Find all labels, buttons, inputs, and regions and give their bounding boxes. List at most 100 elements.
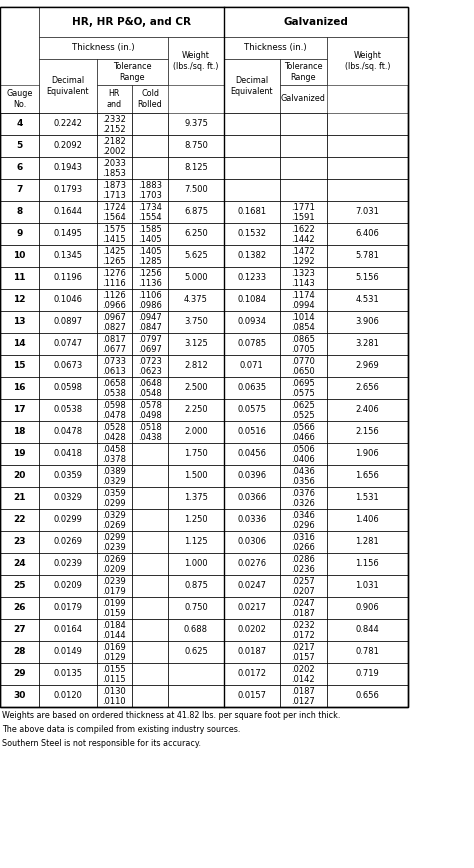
Text: 0.0478: 0.0478 [53,427,82,437]
Bar [280,333,327,355]
Text: 0.844: 0.844 [356,626,379,635]
Text: 0.0306: 0.0306 [237,537,266,547]
Bar [0,663,39,685]
Bar [168,267,224,289]
Text: 1.750: 1.750 [184,450,208,458]
Bar [0,201,39,223]
Bar [97,597,132,619]
Bar [39,487,97,509]
Bar [39,311,97,333]
Text: 1.500: 1.500 [184,471,208,481]
Text: .0697: .0697 [138,345,162,354]
Text: 0.750: 0.750 [184,603,208,613]
Text: 27: 27 [13,626,26,635]
Bar [132,85,168,113]
Text: 4.375: 4.375 [184,295,208,305]
Bar [224,399,280,421]
Text: 0.1644: 0.1644 [53,207,82,216]
Text: .0438: .0438 [138,433,162,442]
Text: .0356: .0356 [292,477,315,486]
Bar [132,245,168,267]
Bar [280,289,327,311]
Bar [327,113,408,135]
Bar [39,685,97,707]
Bar [132,553,168,575]
Bar [280,59,327,85]
Text: .0266: .0266 [292,543,315,552]
Text: .1174: .1174 [292,291,315,299]
Bar [39,59,97,113]
Bar [132,443,168,465]
Text: .0967: .0967 [102,312,126,322]
Text: .0346: .0346 [292,510,315,520]
Bar [39,157,97,179]
Text: 0.0538: 0.0538 [53,405,82,414]
Text: 0.0747: 0.0747 [53,339,82,348]
Bar [224,289,280,311]
Bar [224,509,280,531]
Text: .0538: .0538 [102,389,126,398]
Bar [168,487,224,509]
Text: 0.0209: 0.0209 [54,582,82,590]
Text: .0286: .0286 [292,555,315,563]
Text: 3.906: 3.906 [356,318,379,326]
Bar [280,377,327,399]
Text: .0207: .0207 [292,587,315,596]
Bar [224,59,280,113]
Bar [168,663,224,685]
Text: Thickness (in.): Thickness (in.) [72,43,135,52]
Text: 0.0366: 0.0366 [237,493,266,503]
Bar [39,377,97,399]
Text: 15: 15 [13,361,26,371]
Text: HR, HR P&O, and CR: HR, HR P&O, and CR [72,17,191,27]
Text: 2.156: 2.156 [356,427,379,437]
Bar [97,399,132,421]
Bar [224,619,280,641]
Text: .0247: .0247 [292,599,315,608]
Text: 28: 28 [13,648,26,656]
Text: 0.0202: 0.0202 [237,626,266,635]
Text: 0.688: 0.688 [184,626,208,635]
Text: The above data is compiled from existing industry sources.: The above data is compiled from existing… [2,725,241,734]
Text: .0299: .0299 [102,533,126,542]
Bar [168,553,224,575]
Bar [168,641,224,663]
Text: .1405: .1405 [138,235,162,244]
Text: .0797: .0797 [138,334,162,344]
Text: .0359: .0359 [102,489,126,497]
Text: 12: 12 [13,295,26,305]
Bar [327,575,408,597]
Text: 4.531: 4.531 [356,295,379,305]
Text: .0179: .0179 [102,587,126,596]
Text: .1472: .1472 [292,247,315,255]
Text: .0239: .0239 [102,543,126,552]
Bar [168,399,224,421]
Bar [168,355,224,377]
Text: .0695: .0695 [292,378,315,388]
Bar [132,531,168,553]
Text: .1323: .1323 [292,268,315,278]
Bar [0,7,39,113]
Bar [327,267,408,289]
Bar [39,333,97,355]
Bar [280,311,327,333]
Bar [0,223,39,245]
Text: .0299: .0299 [102,499,126,508]
Bar [97,421,132,443]
Text: .0155: .0155 [102,665,126,674]
Text: 0.0172: 0.0172 [237,669,266,679]
Text: .0378: .0378 [102,455,126,464]
Text: 0.0247: 0.0247 [237,582,266,590]
Text: 6: 6 [16,163,23,173]
Bar [224,135,280,157]
Text: 0.0336: 0.0336 [237,516,266,524]
Bar [280,685,327,707]
Text: 0.0276: 0.0276 [237,560,266,569]
Text: .0723: .0723 [138,357,162,365]
Bar [280,553,327,575]
Text: 5.625: 5.625 [184,252,208,260]
Text: 14: 14 [13,339,26,348]
Bar [97,575,132,597]
Bar [132,267,168,289]
Text: 5: 5 [16,141,23,150]
